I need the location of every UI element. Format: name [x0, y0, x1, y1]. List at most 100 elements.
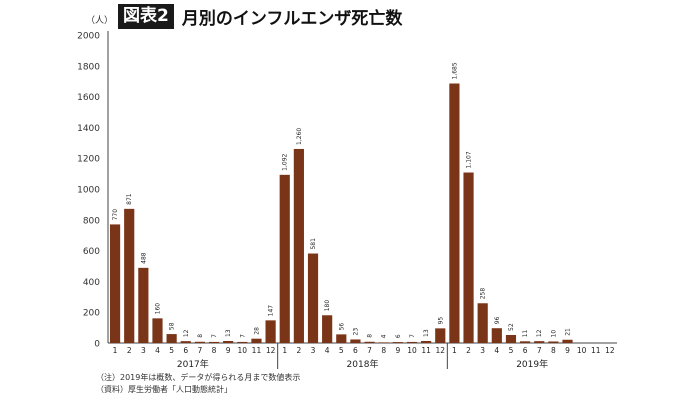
chart-notes: （注）2019年は概数、データが得られる月まで数値表示 （資料）厚生労働者「人口…: [96, 372, 300, 396]
month-tick-label: 5: [339, 346, 344, 355]
month-tick-label: 9: [565, 346, 570, 355]
month-tick-label: 10: [238, 346, 248, 355]
bar: [180, 341, 191, 343]
month-tick-label: 6: [353, 346, 358, 355]
month-tick-label: 6: [183, 346, 188, 355]
month-tick-label: 3: [141, 346, 146, 355]
bar: [322, 315, 333, 343]
y-tick-label: 1200: [77, 155, 100, 165]
source-line: （資料）厚生労働者「人口動態統計」: [96, 385, 232, 394]
bar: [124, 208, 135, 343]
month-tick-label: 5: [509, 346, 514, 355]
data-label: 11: [522, 329, 529, 337]
data-label: 8: [367, 334, 374, 338]
bar: [477, 303, 488, 343]
bar: [251, 338, 262, 343]
year-label: 2019年: [516, 358, 548, 370]
month-tick-label: 2: [466, 346, 471, 355]
bar: [463, 172, 474, 343]
bar: [194, 341, 205, 343]
month-tick-label: 11: [421, 346, 431, 355]
bar: [208, 341, 220, 343]
bar: [152, 318, 163, 343]
month-tick-label: 11: [591, 346, 601, 355]
y-tick-label: 1000: [77, 186, 100, 196]
month-tick-label: 8: [212, 346, 217, 355]
data-label: 10: [550, 330, 557, 338]
month-tick-label: 9: [226, 346, 231, 355]
data-label: 1,685: [451, 62, 458, 79]
data-label: 1,092: [282, 153, 289, 170]
bar: [421, 340, 432, 343]
month-tick-label: 10: [407, 346, 417, 355]
data-label: 95: [437, 317, 444, 325]
month-tick-label: 12: [605, 346, 615, 355]
month-tick-label: 8: [381, 346, 386, 355]
bar: [364, 341, 375, 343]
bar: [491, 328, 502, 343]
month-tick-label: 12: [266, 346, 276, 355]
data-label: 147: [268, 305, 275, 317]
data-label: 13: [423, 329, 430, 337]
bar: [265, 320, 276, 343]
data-label: 180: [324, 300, 331, 312]
bar: [548, 341, 559, 343]
figure-badge: 図表2: [118, 3, 174, 29]
chart-header: 図表2 月別のインフルエンザ死亡数: [118, 3, 402, 29]
month-tick-label: 6: [523, 346, 528, 355]
data-label: 258: [480, 288, 487, 300]
month-tick-label: 8: [551, 346, 556, 355]
note-line: （注）2019年は概数、データが得られる月まで数値表示: [96, 373, 301, 382]
data-label: 1,260: [296, 128, 303, 145]
data-label: 12: [183, 329, 190, 337]
bar: [109, 224, 121, 343]
data-label: 52: [508, 323, 515, 331]
month-tick-label: 7: [367, 346, 372, 355]
month-tick-label: 7: [537, 346, 542, 355]
year-label: 2018年: [347, 358, 379, 370]
bar: [534, 341, 545, 343]
month-tick-label: 12: [435, 346, 445, 355]
bar: [406, 341, 418, 343]
data-label: 28: [253, 327, 260, 335]
month-tick-label: 3: [480, 346, 485, 355]
data-label: 160: [154, 303, 161, 315]
data-label: 7: [409, 334, 416, 338]
bar: [520, 341, 531, 343]
bar: [166, 334, 177, 343]
month-tick-label: 1: [282, 346, 287, 355]
bar: [307, 253, 319, 343]
y-tick-label: 800: [83, 216, 100, 226]
data-label: 23: [352, 328, 359, 336]
y-tick-label: 0: [94, 340, 100, 350]
bar: [279, 174, 290, 343]
chart-title: 月別のインフルエンザ死亡数: [181, 8, 403, 29]
data-label: 7: [239, 334, 246, 338]
data-label: 1,107: [466, 151, 473, 168]
bar: [350, 339, 361, 343]
month-tick-label: 4: [155, 346, 160, 355]
y-tick-label: 200: [83, 309, 100, 319]
bar: [223, 340, 234, 343]
bar: [138, 267, 149, 343]
bar: [237, 341, 248, 343]
data-label: 8: [197, 334, 204, 338]
y-tick-label: 1600: [77, 93, 100, 103]
data-label: 581: [310, 238, 317, 250]
y-tick-label: 600: [83, 247, 100, 257]
bar: [505, 334, 517, 343]
data-label: 770: [112, 209, 119, 221]
data-label: 871: [126, 193, 133, 205]
bar: [378, 342, 389, 343]
month-tick-label: 3: [311, 346, 316, 355]
data-label: 21: [565, 328, 572, 336]
month-tick-label: 4: [325, 346, 330, 355]
y-tick-label: 1800: [77, 62, 100, 72]
bar: [435, 328, 446, 343]
bar-chart: （人） 0 200 400 600 800 1000 1200 1400 1600 1800 2000…: [77, 15, 617, 370]
y-tick-label: 1400: [77, 124, 100, 134]
month-tick-label: 9: [395, 346, 400, 355]
bar: [392, 342, 403, 343]
data-label: 13: [225, 329, 232, 337]
y-tick-label: 2000: [77, 32, 100, 42]
